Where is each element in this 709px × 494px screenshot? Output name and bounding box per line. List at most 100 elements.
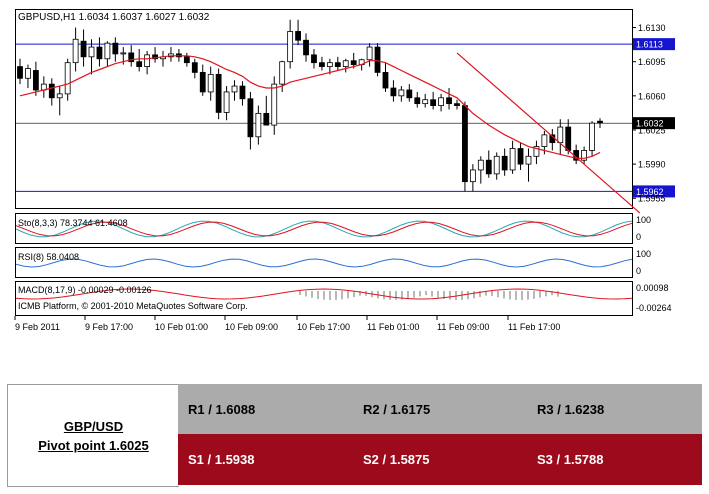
rsi-label: RSI(8) 58.0408 [18, 252, 79, 262]
candle-body [128, 52, 135, 63]
candle-body [279, 61, 286, 85]
candle-body [557, 126, 564, 144]
candle-body [191, 62, 198, 73]
x-tick-label: 9 Feb 2011 [15, 322, 60, 332]
stoch-level-0: 0 [636, 232, 641, 242]
candle-body [215, 73, 222, 113]
candle-body [414, 97, 421, 105]
candle-body [88, 46, 95, 58]
candle-body [295, 31, 301, 41]
candle-body [430, 99, 437, 106]
candle-body [509, 148, 516, 171]
macd-signal-line [15, 288, 633, 300]
candle-body [311, 54, 317, 64]
trend-line [456, 52, 641, 214]
candle-body [271, 83, 278, 126]
candle-body [263, 112, 270, 126]
macd-level-bottom: -0.00264 [636, 303, 672, 313]
stoch-level-100: 100 [636, 215, 651, 225]
candle-body [454, 103, 460, 106]
s3-cell: S3 / 1.5788 [527, 434, 702, 485]
candle-body [485, 159, 492, 175]
candle-body [342, 60, 349, 67]
candle-body [462, 105, 468, 183]
price-level-label: 1.5962 [636, 187, 664, 197]
candle-body [25, 68, 31, 79]
rsi-level-0: 0 [636, 266, 641, 276]
stoch-main-line [15, 220, 633, 238]
candle-body [366, 46, 373, 61]
y-tick-label: 1.6060 [638, 91, 666, 101]
candle-body [152, 54, 158, 60]
rsi-level-100: 100 [636, 249, 651, 259]
candle-body [120, 52, 127, 55]
candle-body [581, 150, 588, 161]
x-tick-label: 11 Feb 09:00 [437, 322, 489, 332]
s1-value: S1 / 1.5938 [188, 452, 255, 467]
candle-body [287, 31, 294, 63]
candle-body [64, 62, 71, 95]
r2-cell: R2 / 1.6175 [353, 384, 527, 434]
candle-body [334, 62, 341, 67]
candle-body [96, 46, 103, 60]
r3-value: R3 / 1.6238 [537, 401, 605, 417]
candle-body [350, 60, 357, 66]
price-chart: 1.6113 1.5962 1.6032 1.6130 1.6095 1.6060 1.6… [14, 9, 675, 332]
candle-body [525, 155, 532, 165]
candle-body [136, 61, 143, 67]
platform-watermark: ICMB Platform, © 2001-2010 MetaQuotes So… [18, 301, 248, 311]
stoch-panel-frame [15, 213, 633, 244]
x-tick-label: 10 Feb 17:00 [297, 322, 350, 332]
s3-value: S3 / 1.5788 [537, 452, 604, 467]
candle-body [239, 85, 246, 100]
candle-body [469, 169, 476, 183]
r1-cell: R1 / 1.6088 [178, 384, 353, 434]
y-tick-label: 1.5990 [638, 160, 666, 170]
y-tick-label: 1.6095 [638, 57, 666, 67]
candle-body [390, 87, 397, 97]
candle-body [223, 91, 230, 113]
candle-body [382, 72, 389, 89]
macd-panel-frame [15, 281, 633, 316]
s1-cell: S1 / 1.5938 [178, 434, 353, 485]
x-tick-label: 10 Feb 09:00 [225, 322, 278, 332]
candle-body [438, 97, 444, 106]
r1-value: R1 / 1.6088 [188, 401, 256, 417]
candle-body [422, 99, 429, 105]
x-tick-label: 9 Feb 17:00 [85, 322, 133, 332]
main-panel-frame [15, 9, 633, 209]
price-level-marker [633, 38, 675, 51]
macd-label: MACD(8,17,9) -0.00029 -0.00126 [18, 285, 152, 295]
r3-cell: R3 / 1.6238 [527, 384, 702, 434]
candle-body [541, 134, 548, 147]
candle-body [255, 112, 262, 138]
candle-body [446, 97, 452, 105]
s2-cell: S2 / 1.5875 [353, 434, 527, 485]
candle-body [565, 126, 572, 151]
candle-body [112, 42, 119, 55]
candle-body [231, 85, 238, 93]
candle-body [247, 98, 254, 138]
pair-label: GBP/USD [63, 418, 124, 434]
candle-body [17, 66, 23, 79]
y-tick-label: 1.6130 [638, 23, 666, 33]
candle-body [589, 122, 595, 151]
candle-body [199, 72, 206, 93]
candle-body [597, 120, 603, 124]
candle-body [493, 155, 500, 175]
pivot-cell: GBP/USD Pivot point 1.6025 [7, 384, 179, 487]
symbol-header: GBPUSD,H1 1.6034 1.6037 1.6027 1.6032 [18, 12, 210, 23]
candle-body [207, 73, 214, 93]
candle-body [80, 40, 87, 58]
candle-body [144, 54, 151, 67]
candle-body [32, 70, 39, 91]
candle-body [501, 155, 508, 171]
r2-value: R2 / 1.6175 [363, 401, 431, 417]
candle-body [326, 62, 333, 67]
s2-value: S2 / 1.5875 [363, 452, 430, 467]
candle-body [374, 46, 381, 73]
candle-body [72, 38, 79, 64]
x-tick-label: 11 Feb 01:00 [367, 322, 419, 332]
rsi-line [15, 258, 633, 268]
moving-average-line [19, 55, 601, 159]
